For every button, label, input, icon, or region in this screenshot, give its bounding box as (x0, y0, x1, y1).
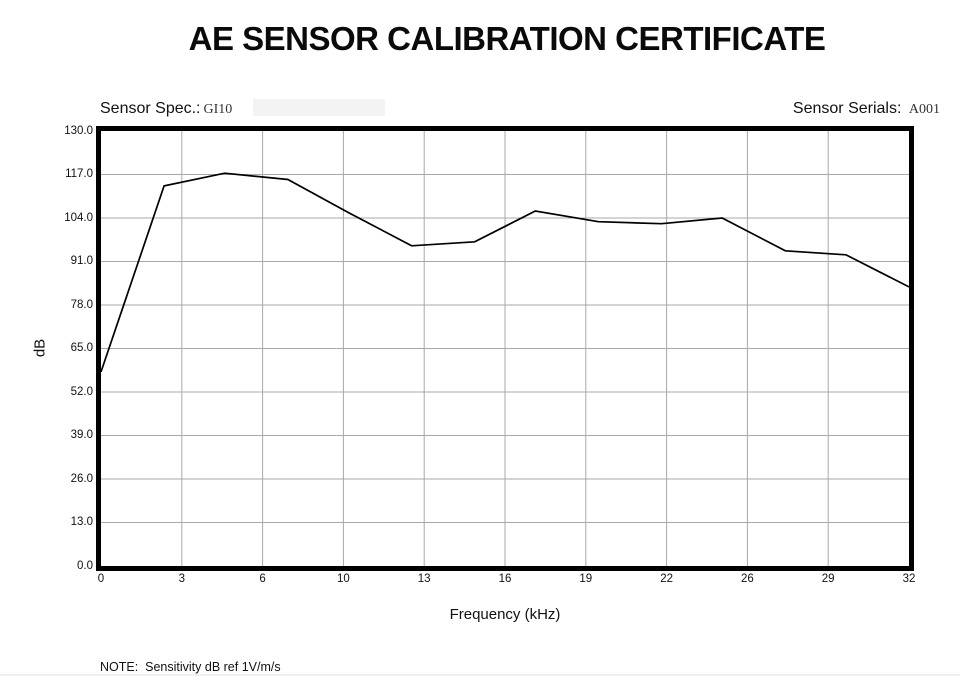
y-tick-label: 13.0 (70, 516, 93, 528)
calibration-curve (101, 172, 909, 373)
y-tick-label: 65.0 (70, 342, 93, 354)
x-tick-label: 32 (902, 573, 916, 585)
sensor-serials: Sensor Serials: A001 (793, 100, 940, 118)
spec-value-highlight (253, 99, 385, 116)
footer-note: NOTE: Sensitivity dB ref 1V/m/s (100, 660, 281, 674)
y-tick-label: 104.0 (64, 211, 93, 224)
page-bottom-divider (0, 674, 960, 676)
y-tick-label: 78.0 (70, 298, 93, 311)
x-tick-label: 16 (498, 573, 512, 585)
y-tick-label: 0.0 (77, 559, 93, 572)
y-tick-label: 26.0 (70, 472, 93, 485)
y-tick-label: 52.0 (70, 385, 93, 398)
x-axis-title: Frequency (kHz) (449, 606, 561, 623)
x-tick-label: 6 (259, 573, 266, 585)
sensor-spec-label: Sensor Spec.: (100, 100, 201, 117)
x-tick-label: 29 (821, 573, 835, 585)
y-tick-label: 117.0 (65, 168, 93, 180)
x-tick-label: 13 (417, 573, 431, 585)
y-tick-label: 130.0 (64, 124, 93, 137)
x-tick-label: 19 (579, 573, 593, 585)
y-tick-label: 91.0 (70, 255, 93, 267)
x-tick-label: 22 (660, 573, 673, 585)
sensor-spec: Sensor Spec.: GI10 (100, 100, 232, 118)
x-tick-label: 26 (740, 573, 754, 585)
page-title: AE SENSOR CALIBRATION CERTIFICATE (188, 20, 826, 57)
calibration-curve-svg (101, 131, 909, 566)
x-tick-label: 10 (336, 573, 350, 585)
y-axis-title: dB (31, 338, 49, 358)
sensor-serials-label: Sensor Serials: (792, 100, 902, 117)
chart-plot-area (96, 126, 914, 571)
y-tick-label: 39.0 (70, 429, 93, 441)
sensor-spec-value: GI10 (203, 102, 233, 117)
sensor-serials-value: A001 (908, 102, 940, 117)
x-tick-label: 3 (178, 573, 185, 585)
x-tick-label: 0 (97, 573, 105, 585)
